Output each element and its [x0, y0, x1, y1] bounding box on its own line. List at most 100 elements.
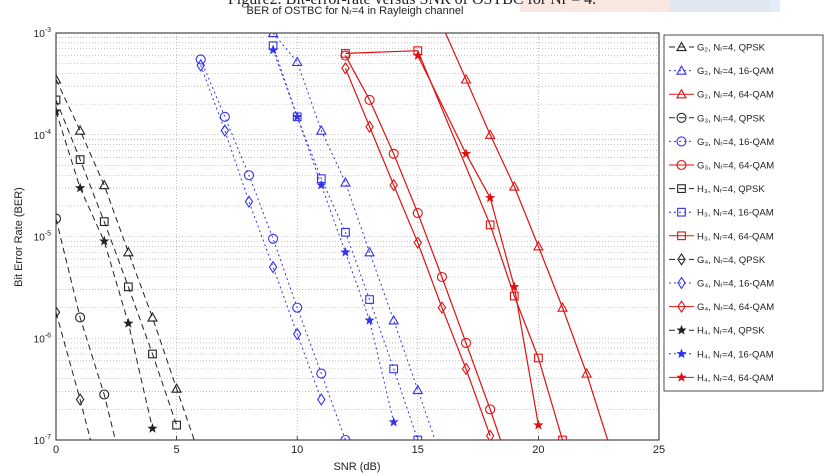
- data-point-diamond: [317, 393, 326, 406]
- data-point-square: [341, 227, 350, 237]
- series-4: [56, 213, 116, 440]
- legend-entry: G₂, Nᵣ=4, 16-QAM: [697, 66, 774, 77]
- data-point-triangle: [74, 124, 86, 135]
- data-point-square: [534, 353, 543, 363]
- x-tick-label: 0: [53, 444, 59, 456]
- data-point-circle: [243, 170, 255, 181]
- data-point-square: [365, 295, 374, 304]
- data-point-triangle: [56, 73, 62, 84]
- data-point-square: [341, 49, 350, 58]
- legend-entry: H₄, Nᵣ=4, 16-QAM: [697, 349, 774, 360]
- series-line: [56, 99, 178, 426]
- legend-entry: G₃, Nᵣ=4, 64-QAM: [697, 161, 774, 172]
- series-line: [56, 312, 92, 440]
- data-point-triangle: [581, 367, 593, 378]
- data-point-circle: [219, 111, 230, 122]
- data-point-circle: [75, 312, 86, 323]
- data-point-circle: [99, 389, 110, 400]
- legend-marker-diamond: [677, 300, 686, 313]
- series-12: [341, 61, 495, 440]
- data-point-star: [147, 423, 158, 433]
- x-tick-label: 15: [412, 444, 424, 456]
- series-line: [345, 50, 564, 440]
- data-point-circle: [388, 148, 399, 159]
- data-point-diamond: [244, 195, 254, 209]
- data-point-square: [389, 364, 399, 374]
- series-line: [56, 111, 153, 429]
- series-line: [444, 33, 609, 440]
- series-6: [340, 50, 502, 440]
- data-point-star: [56, 105, 62, 116]
- data-point-diamond: [220, 124, 230, 137]
- data-point-diamond: [341, 61, 350, 75]
- data-point-triangle: [532, 240, 544, 251]
- series-line: [56, 218, 116, 440]
- x-tick-label: 25: [653, 444, 665, 456]
- data-point-star: [316, 179, 327, 190]
- series-line: [200, 59, 346, 440]
- data-point-triangle: [122, 246, 134, 257]
- legend-entry: G₄, Nᵣ=4, QPSK: [697, 255, 766, 266]
- series-line: [344, 68, 491, 437]
- legend-marker-square: [677, 184, 686, 193]
- data-point-triangle: [315, 124, 327, 135]
- data-point-triangle: [508, 180, 520, 191]
- plot-background: [56, 33, 659, 440]
- series-9: [341, 46, 567, 440]
- data-point-circle: [460, 337, 472, 348]
- series-3: [437, 20, 609, 440]
- data-point-triangle: [340, 176, 351, 187]
- series-line: [272, 33, 436, 440]
- series-10: [56, 305, 92, 440]
- data-point-triangle: [196, 455, 205, 463]
- y-axis-label: Bit Error Rate (BER): [13, 187, 25, 287]
- data-point-star: [388, 416, 399, 427]
- data-point-circle: [340, 434, 351, 440]
- data-point-triangle: [437, 20, 446, 28]
- legend-entry: H₃, Nᵣ=4, 16-QAM: [697, 208, 774, 219]
- data-point-diamond: [56, 305, 61, 319]
- legend-marker-diamond: [677, 253, 686, 266]
- legend-entry: H₃, Nᵣ=4, QPSK: [697, 184, 765, 195]
- data-point-diamond: [75, 393, 85, 406]
- data-point-square: [413, 435, 423, 440]
- legend-marker-triangle: [676, 88, 687, 99]
- data-point-square: [148, 349, 157, 359]
- data-point-diamond: [437, 301, 447, 315]
- series-14: [267, 44, 399, 427]
- data-point-star: [533, 419, 544, 430]
- data-point-circle: [56, 213, 62, 224]
- data-point-circle: [436, 271, 447, 283]
- data-point-square: [509, 291, 519, 301]
- x-tick-label: 10: [291, 444, 303, 456]
- series-line: [56, 79, 195, 440]
- legend-marker-triangle: [676, 64, 687, 75]
- data-point-square: [123, 282, 133, 292]
- caption-highlight-right: [670, 0, 780, 12]
- data-point-star: [364, 314, 375, 325]
- legend-marker-circle: [676, 112, 687, 123]
- series-7: [56, 95, 181, 430]
- data-point-square: [558, 435, 567, 440]
- data-point-circle: [195, 54, 206, 65]
- series-line: [344, 55, 502, 440]
- legend-entry: H₄, Nᵣ=4, QPSK: [697, 326, 765, 337]
- y-tick-label: 10-4: [34, 129, 51, 142]
- data-point-triangle: [484, 129, 496, 139]
- data-point-square: [99, 217, 109, 227]
- legend-entry: G₂, Nᵣ=4, QPSK: [697, 43, 766, 54]
- data-point-square: [485, 220, 495, 230]
- data-point-circle: [292, 302, 303, 313]
- data-point-diamond: [365, 120, 374, 134]
- data-point-star: [99, 235, 110, 246]
- legend-entry: H₄, Nᵣ=4, 64-QAM: [697, 373, 774, 384]
- data-point-triangle: [437, 455, 446, 463]
- data-point-square: [172, 420, 181, 430]
- data-point-star: [267, 44, 279, 55]
- data-point-triangle: [388, 314, 400, 325]
- legend-entry: G₂, Nᵣ=4, 64-QAM: [697, 90, 774, 101]
- legend-marker-diamond: [677, 276, 686, 290]
- series-5: [195, 54, 351, 440]
- series-1: [56, 73, 205, 463]
